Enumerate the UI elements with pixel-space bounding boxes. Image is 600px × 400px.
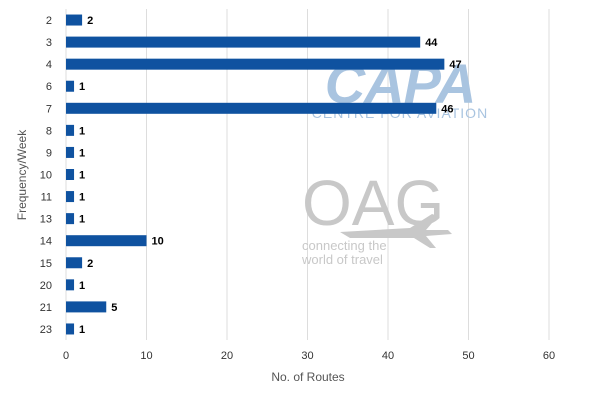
bars-layer (66, 14, 445, 335)
bar (66, 58, 445, 70)
data-label: 46 (441, 103, 453, 115)
bar (66, 14, 83, 26)
oag-tagline-line-2: world of travel (301, 252, 383, 267)
data-label: 1 (79, 125, 85, 137)
data-label: 1 (79, 147, 85, 159)
bar (66, 323, 75, 335)
y-tick-label: 3 (46, 37, 52, 49)
data-label: 2 (87, 15, 93, 27)
bar (66, 80, 75, 92)
x-tick-label: 60 (543, 350, 555, 362)
x-tick-label: 40 (382, 350, 394, 362)
bar (66, 191, 75, 203)
y-tick-label: 11 (41, 192, 52, 204)
airplane-icon (340, 214, 452, 248)
bar (66, 124, 75, 136)
x-tick-label: 20 (221, 350, 233, 362)
oag-watermark: OAG connecting the world of travel (301, 167, 452, 267)
y-tick-label: 13 (40, 214, 52, 226)
bar (66, 279, 75, 291)
data-label: 10 (152, 236, 164, 248)
data-label: 1 (79, 324, 85, 336)
bar (66, 213, 75, 225)
data-label: 1 (79, 192, 85, 204)
y-tick-label: 4 (46, 59, 52, 71)
data-label: 2 (87, 258, 93, 270)
bar (66, 36, 421, 48)
y-axis-title: Frequency/Week (15, 129, 29, 220)
bar (66, 146, 75, 158)
y-tick-label: 9 (46, 147, 52, 159)
x-tick-label: 30 (301, 350, 313, 362)
data-label: 1 (79, 81, 85, 93)
data-label: 47 (449, 59, 461, 71)
x-axis-title: No. of Routes (271, 370, 344, 384)
x-tick-label: 50 (462, 350, 474, 362)
y-tick-label: 10 (40, 170, 52, 182)
y-tick-label: 14 (40, 236, 52, 248)
data-label: 1 (79, 280, 85, 292)
bar (66, 301, 107, 313)
y-tick-label: 23 (40, 324, 52, 336)
bar (66, 235, 147, 247)
data-label: 1 (79, 214, 85, 226)
y-tick-label: 15 (40, 258, 52, 270)
oag-tagline-line-1: connecting the (302, 238, 387, 253)
bar (66, 102, 437, 114)
y-tick-label: 2 (46, 15, 52, 27)
bar (66, 257, 83, 269)
data-label: 44 (425, 37, 438, 49)
y-tick-label: 8 (46, 125, 52, 137)
x-tick-label: 10 (140, 350, 152, 362)
y-tick-label: 7 (46, 103, 52, 115)
bar (66, 169, 75, 180)
x-tick-label: 0 (63, 350, 69, 362)
y-tick-label: 21 (40, 302, 52, 314)
data-label: 1 (79, 170, 85, 182)
data-label: 5 (111, 302, 117, 314)
y-tick-label: 6 (46, 81, 52, 93)
y-tick-label: 20 (40, 280, 52, 292)
